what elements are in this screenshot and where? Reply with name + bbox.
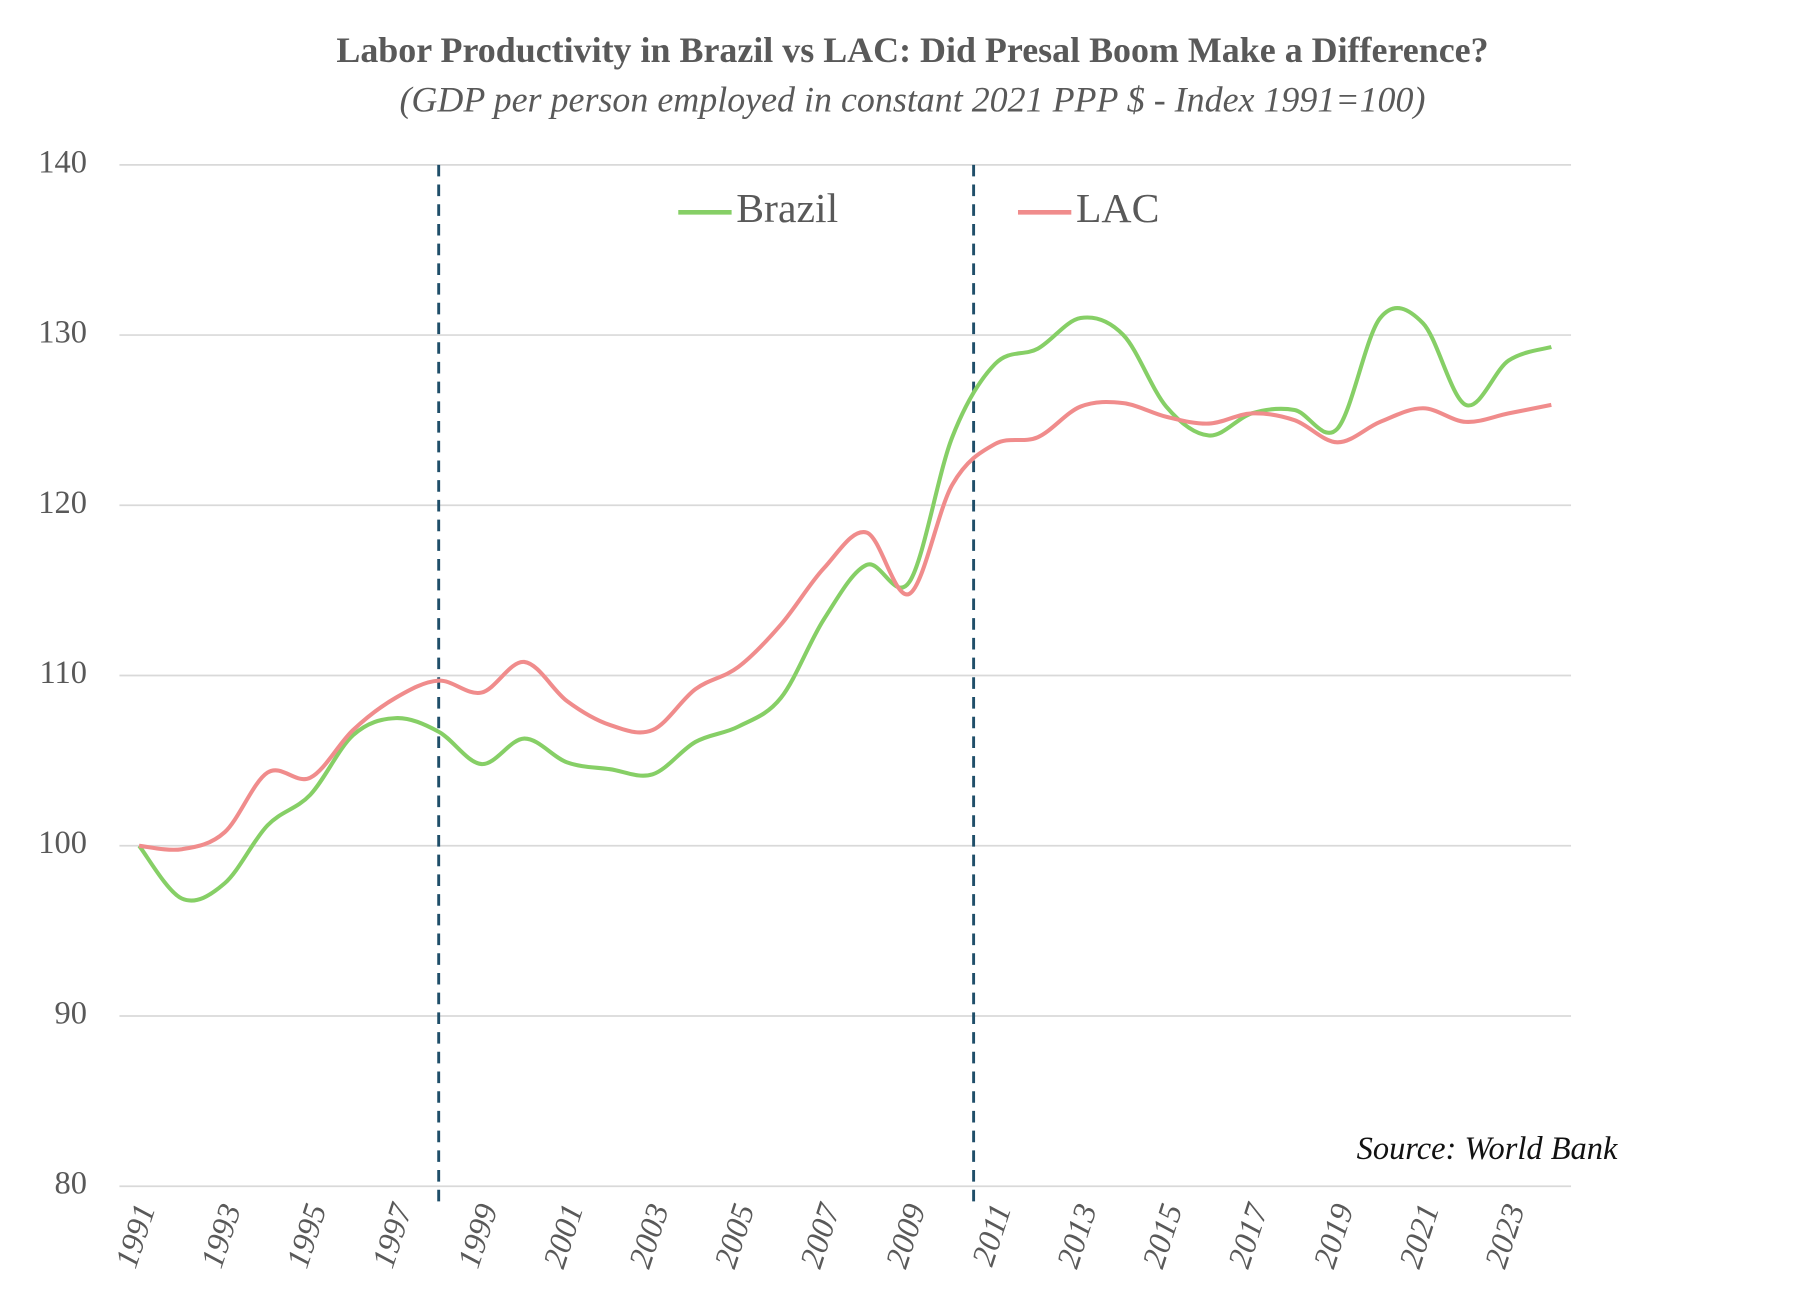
legend-label: Brazil: [736, 186, 838, 232]
y-tick-label: 120: [38, 485, 87, 521]
y-tick-label: 140: [38, 144, 87, 180]
y-tick-label: 130: [38, 315, 87, 351]
chart-title: Labor Productivity in Brazil vs LAC: Did…: [336, 30, 1488, 70]
legend-label: LAC: [1076, 186, 1159, 232]
chart-subtitle: (GDP per person employed in constant 202…: [399, 80, 1425, 120]
y-tick-label: 100: [38, 825, 87, 861]
series-line: [137, 306, 1552, 903]
y-tick-label: 80: [55, 1166, 87, 1202]
y-tick-label: 90: [55, 995, 87, 1031]
source-note: Source: World Bank: [1357, 1131, 1618, 1167]
series-line: [138, 399, 1552, 852]
y-tick-label: 110: [39, 655, 86, 691]
